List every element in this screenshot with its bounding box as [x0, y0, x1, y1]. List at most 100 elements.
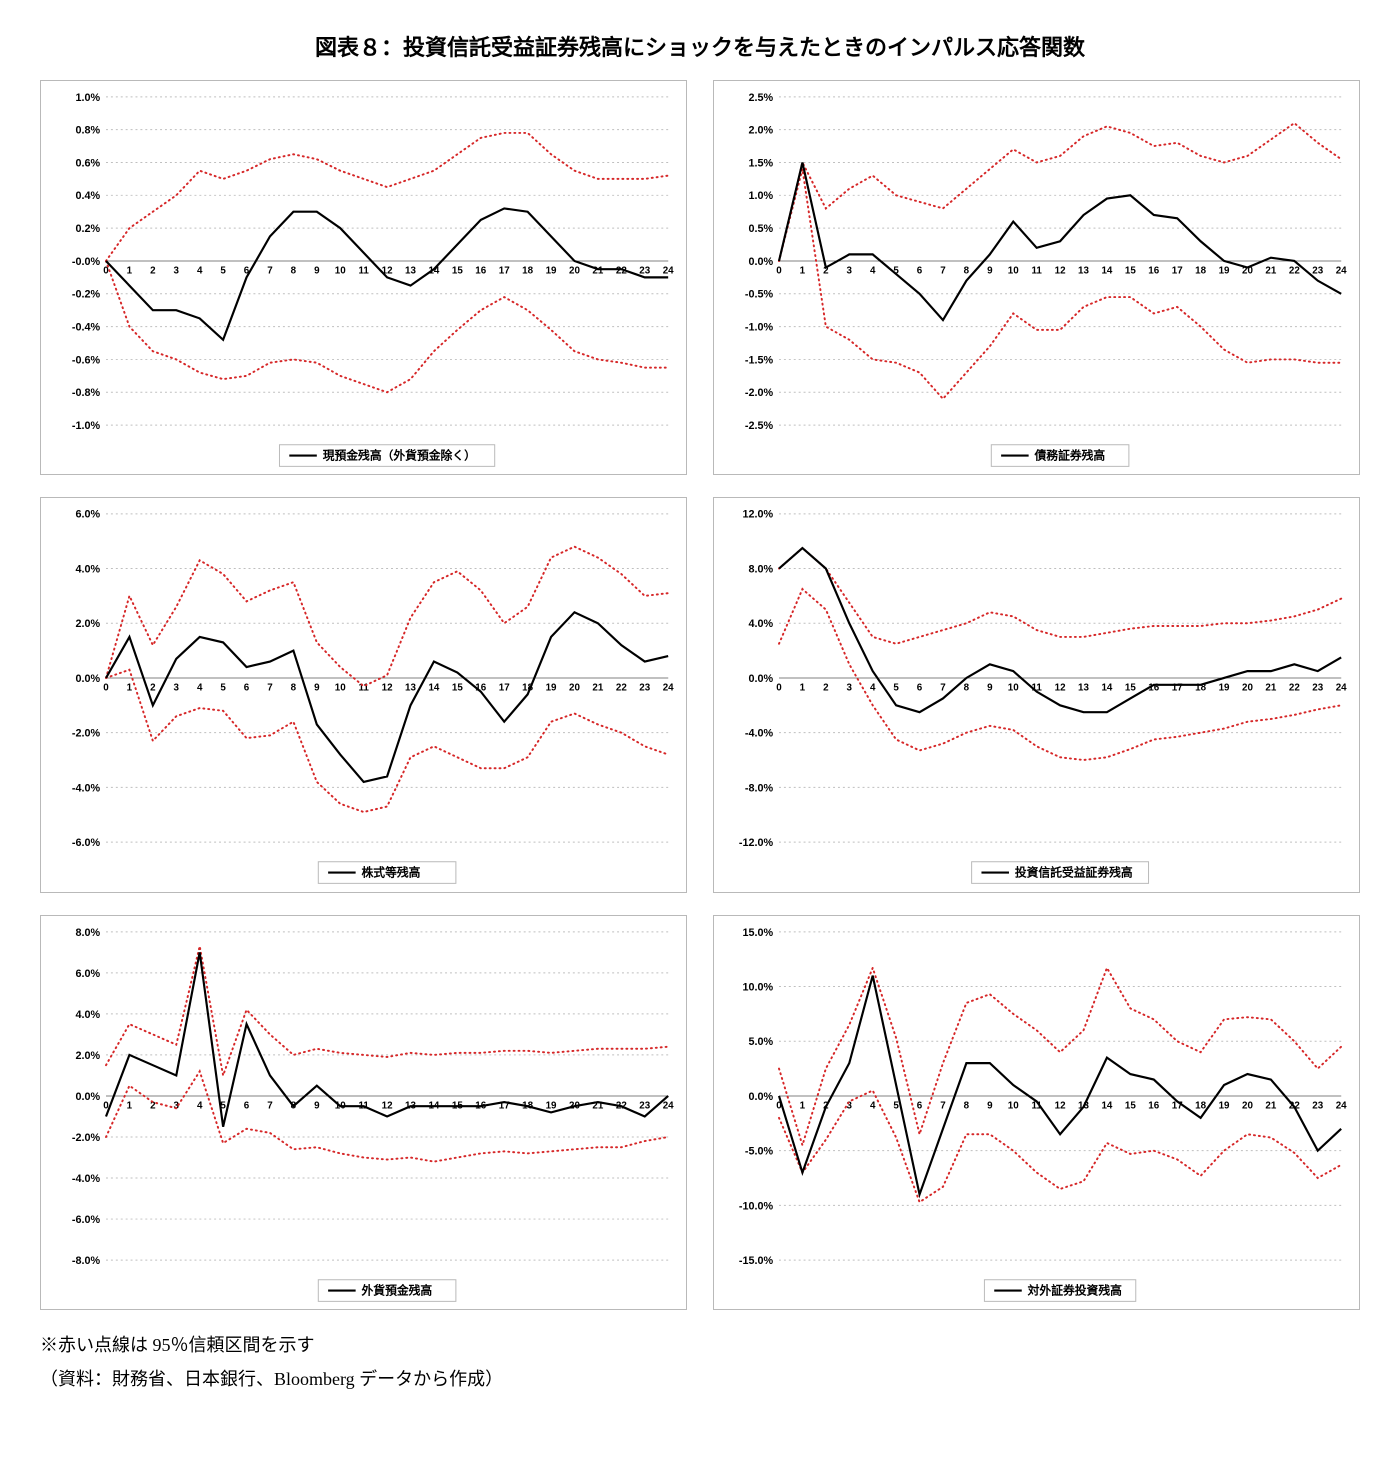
svg-text:外貨預金残高: 外貨預金残高: [361, 1283, 433, 1297]
svg-text:23: 23: [1312, 1100, 1323, 1111]
svg-text:-15.0%: -15.0%: [739, 1255, 774, 1267]
svg-text:20: 20: [569, 683, 580, 694]
svg-text:10: 10: [1008, 266, 1019, 277]
svg-text:-0.5%: -0.5%: [745, 289, 774, 301]
svg-text:4: 4: [197, 266, 203, 277]
svg-text:1: 1: [127, 1100, 133, 1111]
chart-2: -6.0%-4.0%-2.0%0.0%2.0%4.0%6.0%012345678…: [49, 504, 678, 887]
svg-text:21: 21: [1265, 266, 1276, 277]
svg-text:15: 15: [1125, 266, 1136, 277]
svg-text:19: 19: [1219, 683, 1230, 694]
svg-text:7: 7: [267, 1100, 273, 1111]
svg-text:12: 12: [1055, 1100, 1066, 1111]
svg-text:18: 18: [1195, 266, 1206, 277]
svg-text:2: 2: [150, 683, 156, 694]
svg-text:1: 1: [127, 266, 133, 277]
svg-text:5.0%: 5.0%: [748, 1036, 773, 1048]
svg-text:23: 23: [1312, 683, 1323, 694]
svg-text:0.5%: 0.5%: [748, 223, 773, 235]
svg-text:5: 5: [893, 683, 899, 694]
svg-text:0.0%: 0.0%: [748, 1090, 773, 1102]
svg-text:0: 0: [776, 683, 782, 694]
svg-text:1.5%: 1.5%: [748, 157, 773, 169]
svg-text:11: 11: [358, 266, 369, 277]
svg-text:18: 18: [522, 266, 533, 277]
svg-text:債務証券残高: 債務証券残高: [1034, 448, 1106, 462]
svg-text:16: 16: [1148, 1100, 1159, 1111]
svg-text:3: 3: [174, 683, 180, 694]
svg-text:6.0%: 6.0%: [75, 967, 100, 979]
svg-text:0.0%: 0.0%: [75, 1090, 100, 1102]
svg-text:12: 12: [1055, 683, 1066, 694]
svg-text:23: 23: [639, 683, 650, 694]
svg-text:-1.0%: -1.0%: [72, 420, 101, 432]
svg-text:19: 19: [1219, 1100, 1230, 1111]
svg-text:2.0%: 2.0%: [75, 618, 100, 630]
chart-panel-2: -6.0%-4.0%-2.0%0.0%2.0%4.0%6.0%012345678…: [40, 497, 687, 892]
footnote-line-1: ※赤い点線は 95％信頼区間を示す: [40, 1328, 1360, 1362]
svg-text:15: 15: [452, 266, 463, 277]
svg-text:2.0%: 2.0%: [748, 125, 773, 137]
svg-text:4: 4: [870, 683, 876, 694]
svg-text:24: 24: [1336, 266, 1347, 277]
svg-text:16: 16: [475, 266, 486, 277]
svg-text:-6.0%: -6.0%: [72, 837, 101, 849]
svg-text:-2.0%: -2.0%: [72, 1132, 101, 1144]
svg-text:-8.0%: -8.0%: [72, 1255, 101, 1267]
svg-text:17: 17: [499, 266, 510, 277]
svg-text:20: 20: [569, 266, 580, 277]
svg-text:10: 10: [335, 683, 346, 694]
svg-text:14: 14: [1101, 266, 1112, 277]
svg-text:23: 23: [639, 1100, 650, 1111]
svg-text:22: 22: [1289, 683, 1300, 694]
footnote: ※赤い点線は 95％信頼区間を示す （資料：財務省、日本銀行、Bloomberg…: [40, 1328, 1360, 1396]
svg-text:7: 7: [940, 266, 946, 277]
svg-text:3: 3: [847, 266, 853, 277]
svg-text:-2.0%: -2.0%: [745, 387, 774, 399]
svg-text:1: 1: [800, 683, 806, 694]
svg-text:0.0%: 0.0%: [748, 256, 773, 268]
chart-1: -2.5% -2.0% -1.5% -1.0% -0.5% 0.0% 0.5% 1.0% 1.5…: [722, 87, 1351, 470]
svg-text:21: 21: [1265, 1100, 1276, 1111]
svg-text:14: 14: [428, 683, 439, 694]
svg-text:12: 12: [382, 683, 393, 694]
svg-text:1: 1: [127, 683, 133, 694]
svg-text:10.0%: 10.0%: [742, 981, 773, 993]
svg-text:6: 6: [917, 1100, 923, 1111]
svg-text:22: 22: [1289, 266, 1300, 277]
svg-text:-8.0%: -8.0%: [745, 783, 774, 795]
svg-text:-0.6%: -0.6%: [72, 354, 101, 366]
svg-text:12.0%: 12.0%: [742, 509, 773, 521]
svg-text:15: 15: [452, 683, 463, 694]
svg-text:21: 21: [1265, 683, 1276, 694]
svg-text:13: 13: [1078, 266, 1089, 277]
svg-text:-0.2%: -0.2%: [72, 289, 101, 301]
svg-text:1: 1: [800, 1100, 806, 1111]
svg-text:0: 0: [103, 683, 109, 694]
svg-text:15: 15: [1125, 683, 1136, 694]
svg-text:4: 4: [197, 1100, 203, 1111]
svg-text:1: 1: [800, 266, 806, 277]
svg-text:-1.5%: -1.5%: [745, 354, 774, 366]
svg-text:12: 12: [382, 266, 393, 277]
svg-text:9: 9: [314, 266, 320, 277]
svg-text:-5.0%: -5.0%: [745, 1145, 774, 1157]
svg-text:1.0%: 1.0%: [748, 190, 773, 202]
svg-text:9: 9: [987, 1100, 993, 1111]
svg-text:-0.0%: -0.0%: [72, 256, 101, 268]
svg-text:10: 10: [1008, 683, 1019, 694]
svg-text:8.0%: 8.0%: [748, 564, 773, 576]
svg-text:-1.0%: -1.0%: [745, 322, 774, 334]
chart-4: -8.0%-6.0%-4.0%-2.0%0.0%2.0%4.0%6.0%8.0%…: [49, 922, 678, 1305]
svg-text:15: 15: [1125, 1100, 1136, 1111]
svg-text:13: 13: [1078, 683, 1089, 694]
svg-text:-2.5%: -2.5%: [745, 420, 774, 432]
svg-text:23: 23: [1312, 266, 1323, 277]
svg-text:8: 8: [964, 683, 970, 694]
svg-text:対外証券投資残高: 対外証券投資残高: [1027, 1283, 1122, 1297]
svg-text:12: 12: [1055, 266, 1066, 277]
svg-text:5: 5: [220, 266, 226, 277]
svg-text:24: 24: [663, 683, 674, 694]
svg-text:-12.0%: -12.0%: [739, 837, 774, 849]
svg-text:11: 11: [358, 683, 369, 694]
